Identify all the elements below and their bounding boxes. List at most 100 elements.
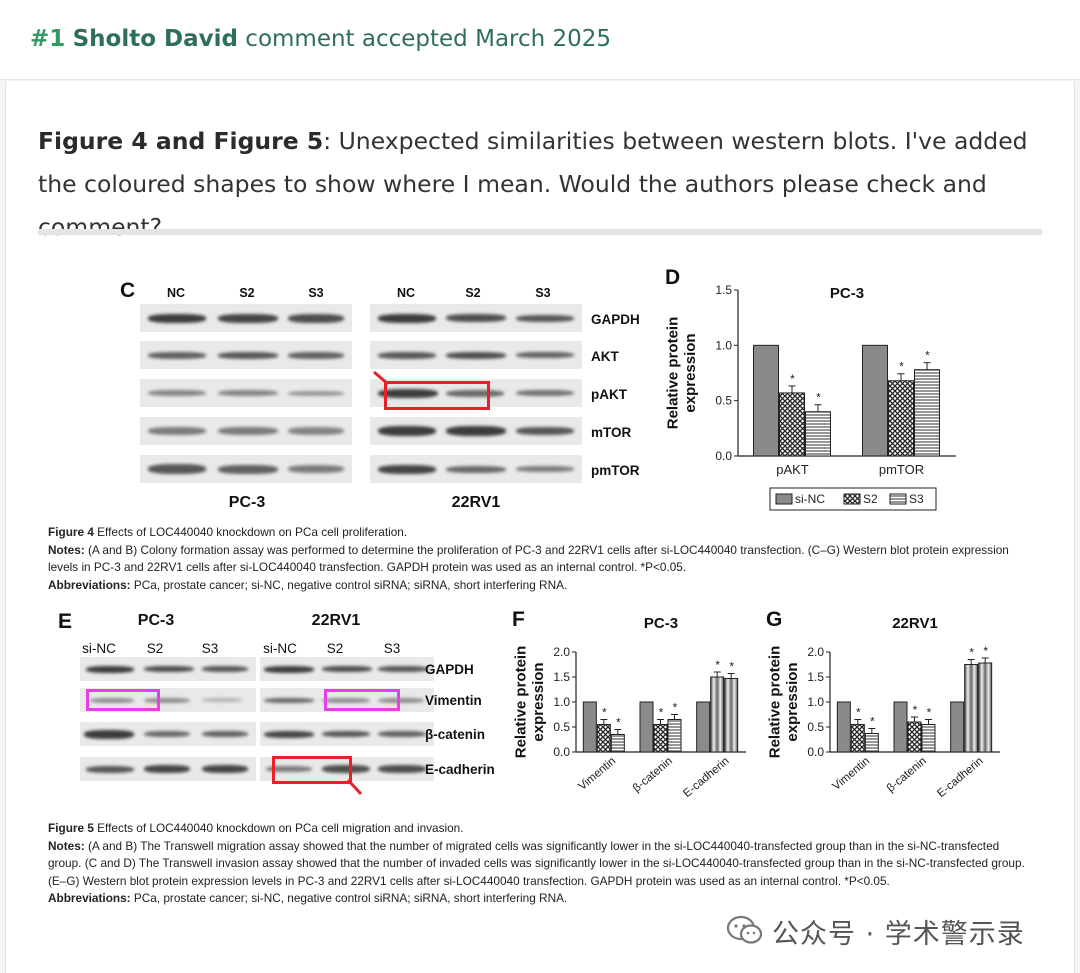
cell-line-pc3: PC-3 [228, 494, 266, 511]
bar-s2 [850, 724, 865, 753]
protein-label-mtor: mTOR [591, 425, 632, 440]
cell-line-pc3: PC-3 [137, 612, 175, 629]
bar-si-nc [753, 344, 779, 457]
y-tick-label: 0.0 [715, 449, 732, 463]
bar-si-nc [582, 701, 597, 753]
legend-label: S2 [863, 492, 878, 506]
significance-star: * [616, 716, 621, 730]
y-tick-label: 1.0 [715, 338, 732, 352]
blot-band [148, 351, 206, 359]
y-axis-label-line1: Relative protein [513, 646, 530, 759]
protein-label-gapdh: GAPDH [591, 312, 640, 327]
y-axis-label-line2: expression [530, 662, 547, 741]
significance-star: * [856, 706, 861, 720]
blot-band [264, 665, 314, 673]
y-tick-label: 0.0 [553, 745, 570, 759]
blot-band [148, 427, 206, 435]
chart-f: PC-3 Relative proteinexpression 0.0 0.5 1.0 1… [513, 615, 746, 800]
lane-label-s2: S2 [239, 286, 255, 300]
comment-heading: #1 Sholto David comment accepted March 2… [30, 26, 611, 52]
blot-band [322, 731, 370, 737]
category-label: Vimentin [830, 755, 872, 793]
significance-star: * [602, 706, 607, 720]
y-axis-label: Relative proteinexpression [767, 646, 801, 759]
blot-band [378, 666, 428, 672]
y-axis-label-line2: expression [682, 333, 699, 412]
blot-band [90, 697, 134, 703]
blot-band [446, 426, 506, 436]
protein-label-vimentin: Vimentin [425, 693, 482, 708]
significance-star: * [913, 703, 918, 717]
category-label: E-cadherin [935, 755, 985, 800]
blot-band [322, 697, 370, 703]
category-label: β-catenin [885, 755, 929, 795]
blot-band [218, 313, 278, 323]
y-tick-label: 0.5 [553, 720, 570, 734]
blot-band [86, 665, 134, 673]
comment-header: #1 Sholto David comment accepted March 2… [0, 0, 1080, 80]
protein-label-akt: AKT [591, 349, 619, 364]
panel-letter-g: G [766, 608, 783, 631]
blot-band [202, 765, 248, 773]
lane-label-s3: S3 [383, 641, 401, 656]
figure5-caption-abbreviations: Abbreviations: PCa, prostate cancer; si-… [48, 891, 568, 905]
y-tick-label: 1.5 [553, 670, 570, 684]
blot-band [218, 390, 278, 396]
bar-s2 [907, 721, 922, 753]
blot-band [148, 390, 206, 396]
blot-band [378, 697, 424, 703]
bar-s2 [653, 724, 668, 753]
bar-si-nc [696, 701, 711, 753]
highlight-box-magenta-pc3 [86, 689, 160, 711]
legend-swatch [889, 493, 907, 505]
significance-star: * [969, 646, 974, 660]
figure4-caption-notes: Notes: (A and B) Colony formation assay … [48, 542, 1009, 575]
lane-label-s3: S3 [201, 641, 219, 656]
significance-star: * [673, 701, 678, 715]
chart-title: 22RV1 [892, 615, 938, 632]
figure-reference: Figure 4 and Figure 5 [38, 127, 324, 155]
bar-s3 [921, 724, 936, 753]
blot-band [516, 314, 574, 322]
category-label: β-catenin [631, 755, 675, 795]
chart-d: PC-3 Relative proteinexpression 0.0 0.5 1.0 1… [665, 283, 956, 511]
significance-star: * [925, 349, 930, 363]
wechat-icon [726, 915, 763, 944]
y-tick-label: 0.5 [807, 720, 824, 734]
significance-star: * [659, 706, 664, 720]
figure5-caption: Figure 5 Effects of LOC440040 knockdown … [48, 820, 1033, 908]
significance-star: * [870, 715, 875, 729]
bar-si-nc [836, 701, 851, 753]
panel-letter-f: F [512, 608, 525, 631]
blot-band [378, 464, 436, 474]
lane-label-si-nc: si-NC [263, 641, 297, 656]
blot-band [516, 352, 574, 358]
blot-band [86, 765, 134, 773]
protein-label-pmtor: pmTOR [591, 463, 640, 478]
significance-star: * [790, 372, 795, 386]
watermark-text: 公众号 · 学术警示录 [772, 919, 1025, 950]
blot-band [322, 666, 372, 672]
blot-band [148, 313, 206, 323]
significance-star: * [899, 360, 904, 374]
comment-number[interactable]: #1 [30, 26, 66, 52]
lane-label-nc: NC [396, 286, 416, 300]
panel-letter-d: D [665, 266, 681, 289]
chart-title: PC-3 [830, 285, 864, 302]
lane-label-s3: S3 [535, 286, 551, 300]
blot-band [378, 731, 426, 737]
panel-letter-c: C [120, 279, 136, 302]
blot-band [218, 464, 278, 474]
blot-band [218, 427, 278, 435]
blot-band [288, 465, 344, 473]
figure4-caption: Figure 4 Effects of LOC440040 knockdown … [48, 524, 1033, 594]
significance-star: * [927, 706, 932, 720]
panel-letter-e: E [58, 610, 73, 633]
blot-band [264, 730, 314, 738]
comment-author[interactable]: Sholto David [72, 26, 238, 52]
blot-band [202, 666, 248, 672]
blot-band [516, 427, 574, 435]
y-tick-label: 1.0 [553, 695, 570, 709]
blot-band [378, 765, 426, 773]
y-tick-label: 2.0 [553, 645, 570, 659]
